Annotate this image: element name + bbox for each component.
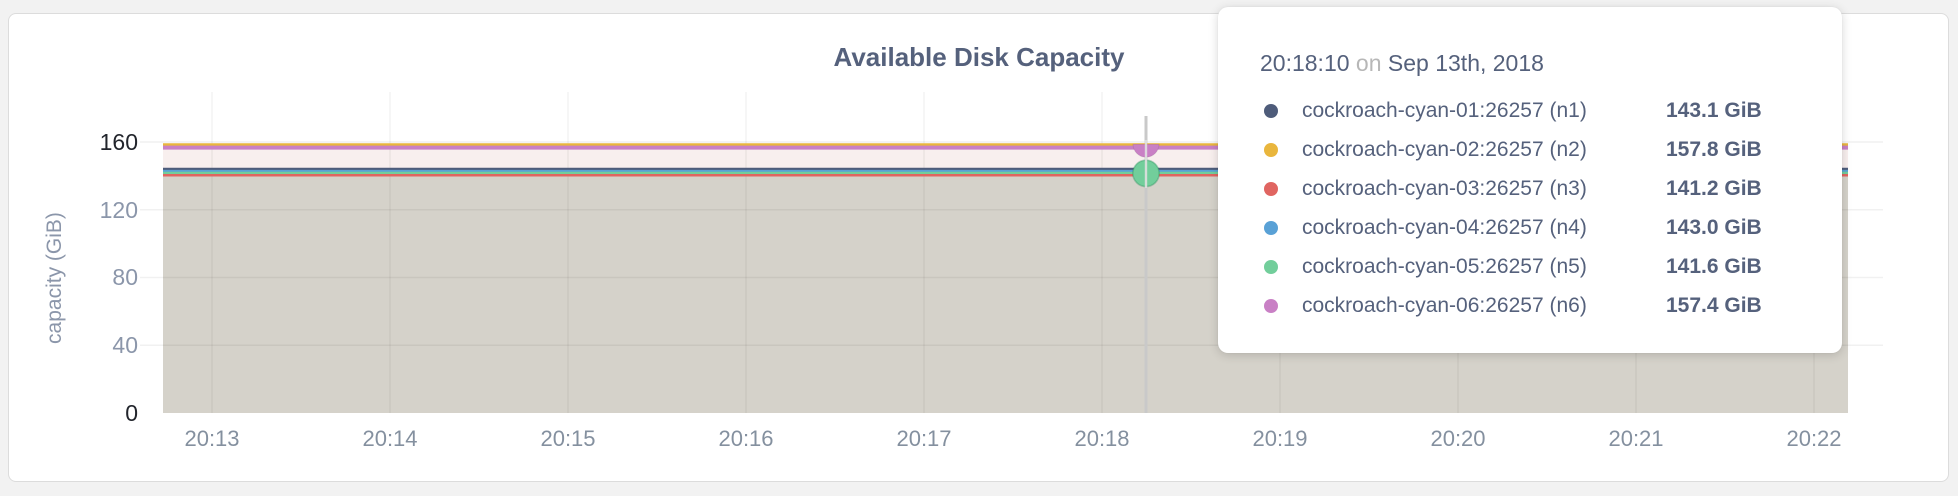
tooltip-time: 20:18:10: [1260, 50, 1350, 76]
y-tick-label: 80: [112, 264, 138, 290]
series-name: cockroach-cyan-05:26257 (n5): [1302, 254, 1587, 278]
chart-title: Available Disk Capacity: [833, 42, 1125, 72]
x-tick-label: 20:14: [362, 426, 418, 451]
series-value: 157.8 GiB: [1666, 137, 1762, 161]
x-tick-label: 20:18: [1074, 426, 1130, 451]
series-value: 157.4 GiB: [1666, 293, 1762, 317]
legend-item: cockroach-cyan-04:26257 (n4) 143.0 GiB: [1258, 208, 1818, 247]
tooltip-connector: on: [1355, 50, 1382, 76]
series-name: cockroach-cyan-02:26257 (n2): [1302, 137, 1587, 161]
x-tick-label: 20:19: [1252, 426, 1308, 451]
legend-item: cockroach-cyan-05:26257 (n5) 141.6 GiB: [1258, 247, 1818, 286]
x-tick-label: 20:20: [1430, 426, 1486, 451]
y-tick-label: 120: [99, 197, 138, 223]
x-tick-label: 20:22: [1786, 426, 1842, 451]
legend-item: cockroach-cyan-06:26257 (n6) 157.4 GiB: [1258, 286, 1818, 325]
series-color-dot: [1264, 103, 1278, 118]
series-name: cockroach-cyan-01:26257 (n1): [1302, 98, 1587, 122]
series-value: 143.0 GiB: [1666, 215, 1762, 239]
series-name: cockroach-cyan-04:26257 (n4): [1302, 215, 1587, 239]
x-tick-label: 20:13: [184, 426, 240, 451]
legend-item: cockroach-cyan-01:26257 (n1) 143.1 GiB: [1258, 91, 1818, 130]
series-name: cockroach-cyan-06:26257 (n6): [1302, 293, 1587, 317]
legend-item: cockroach-cyan-02:26257 (n2) 157.8 GiB: [1258, 130, 1818, 169]
y-tick-label: 40: [112, 332, 138, 358]
x-tick-label: 20:16: [718, 426, 774, 451]
tooltip-date: Sep 13th, 2018: [1387, 50, 1544, 76]
y-tick-label: 0: [125, 400, 138, 426]
x-tick-label: 20:17: [896, 426, 952, 451]
series-value: 143.1 GiB: [1666, 98, 1762, 122]
series-color-dot: [1264, 181, 1278, 196]
legend-item: cockroach-cyan-03:26257 (n3) 141.2 GiB: [1258, 169, 1818, 208]
series-color-dot: [1264, 220, 1278, 235]
series-name: cockroach-cyan-03:26257 (n3): [1302, 176, 1587, 200]
series-value: 141.6 GiB: [1666, 254, 1762, 278]
series-color-dot: [1264, 142, 1278, 157]
chart-hover-tooltip: 20:18:10 on Sep 13th, 2018 cockroach-cya…: [1218, 7, 1842, 353]
x-tick-label: 20:21: [1608, 426, 1664, 451]
y-tick-label: 160: [99, 129, 138, 155]
series-color-dot: [1264, 298, 1278, 313]
series-value: 141.2 GiB: [1666, 176, 1762, 200]
x-tick-label: 20:15: [540, 426, 596, 451]
series-color-dot: [1264, 259, 1278, 274]
tooltip-timestamp: 20:18:10 on Sep 13th, 2018: [1260, 49, 1818, 77]
